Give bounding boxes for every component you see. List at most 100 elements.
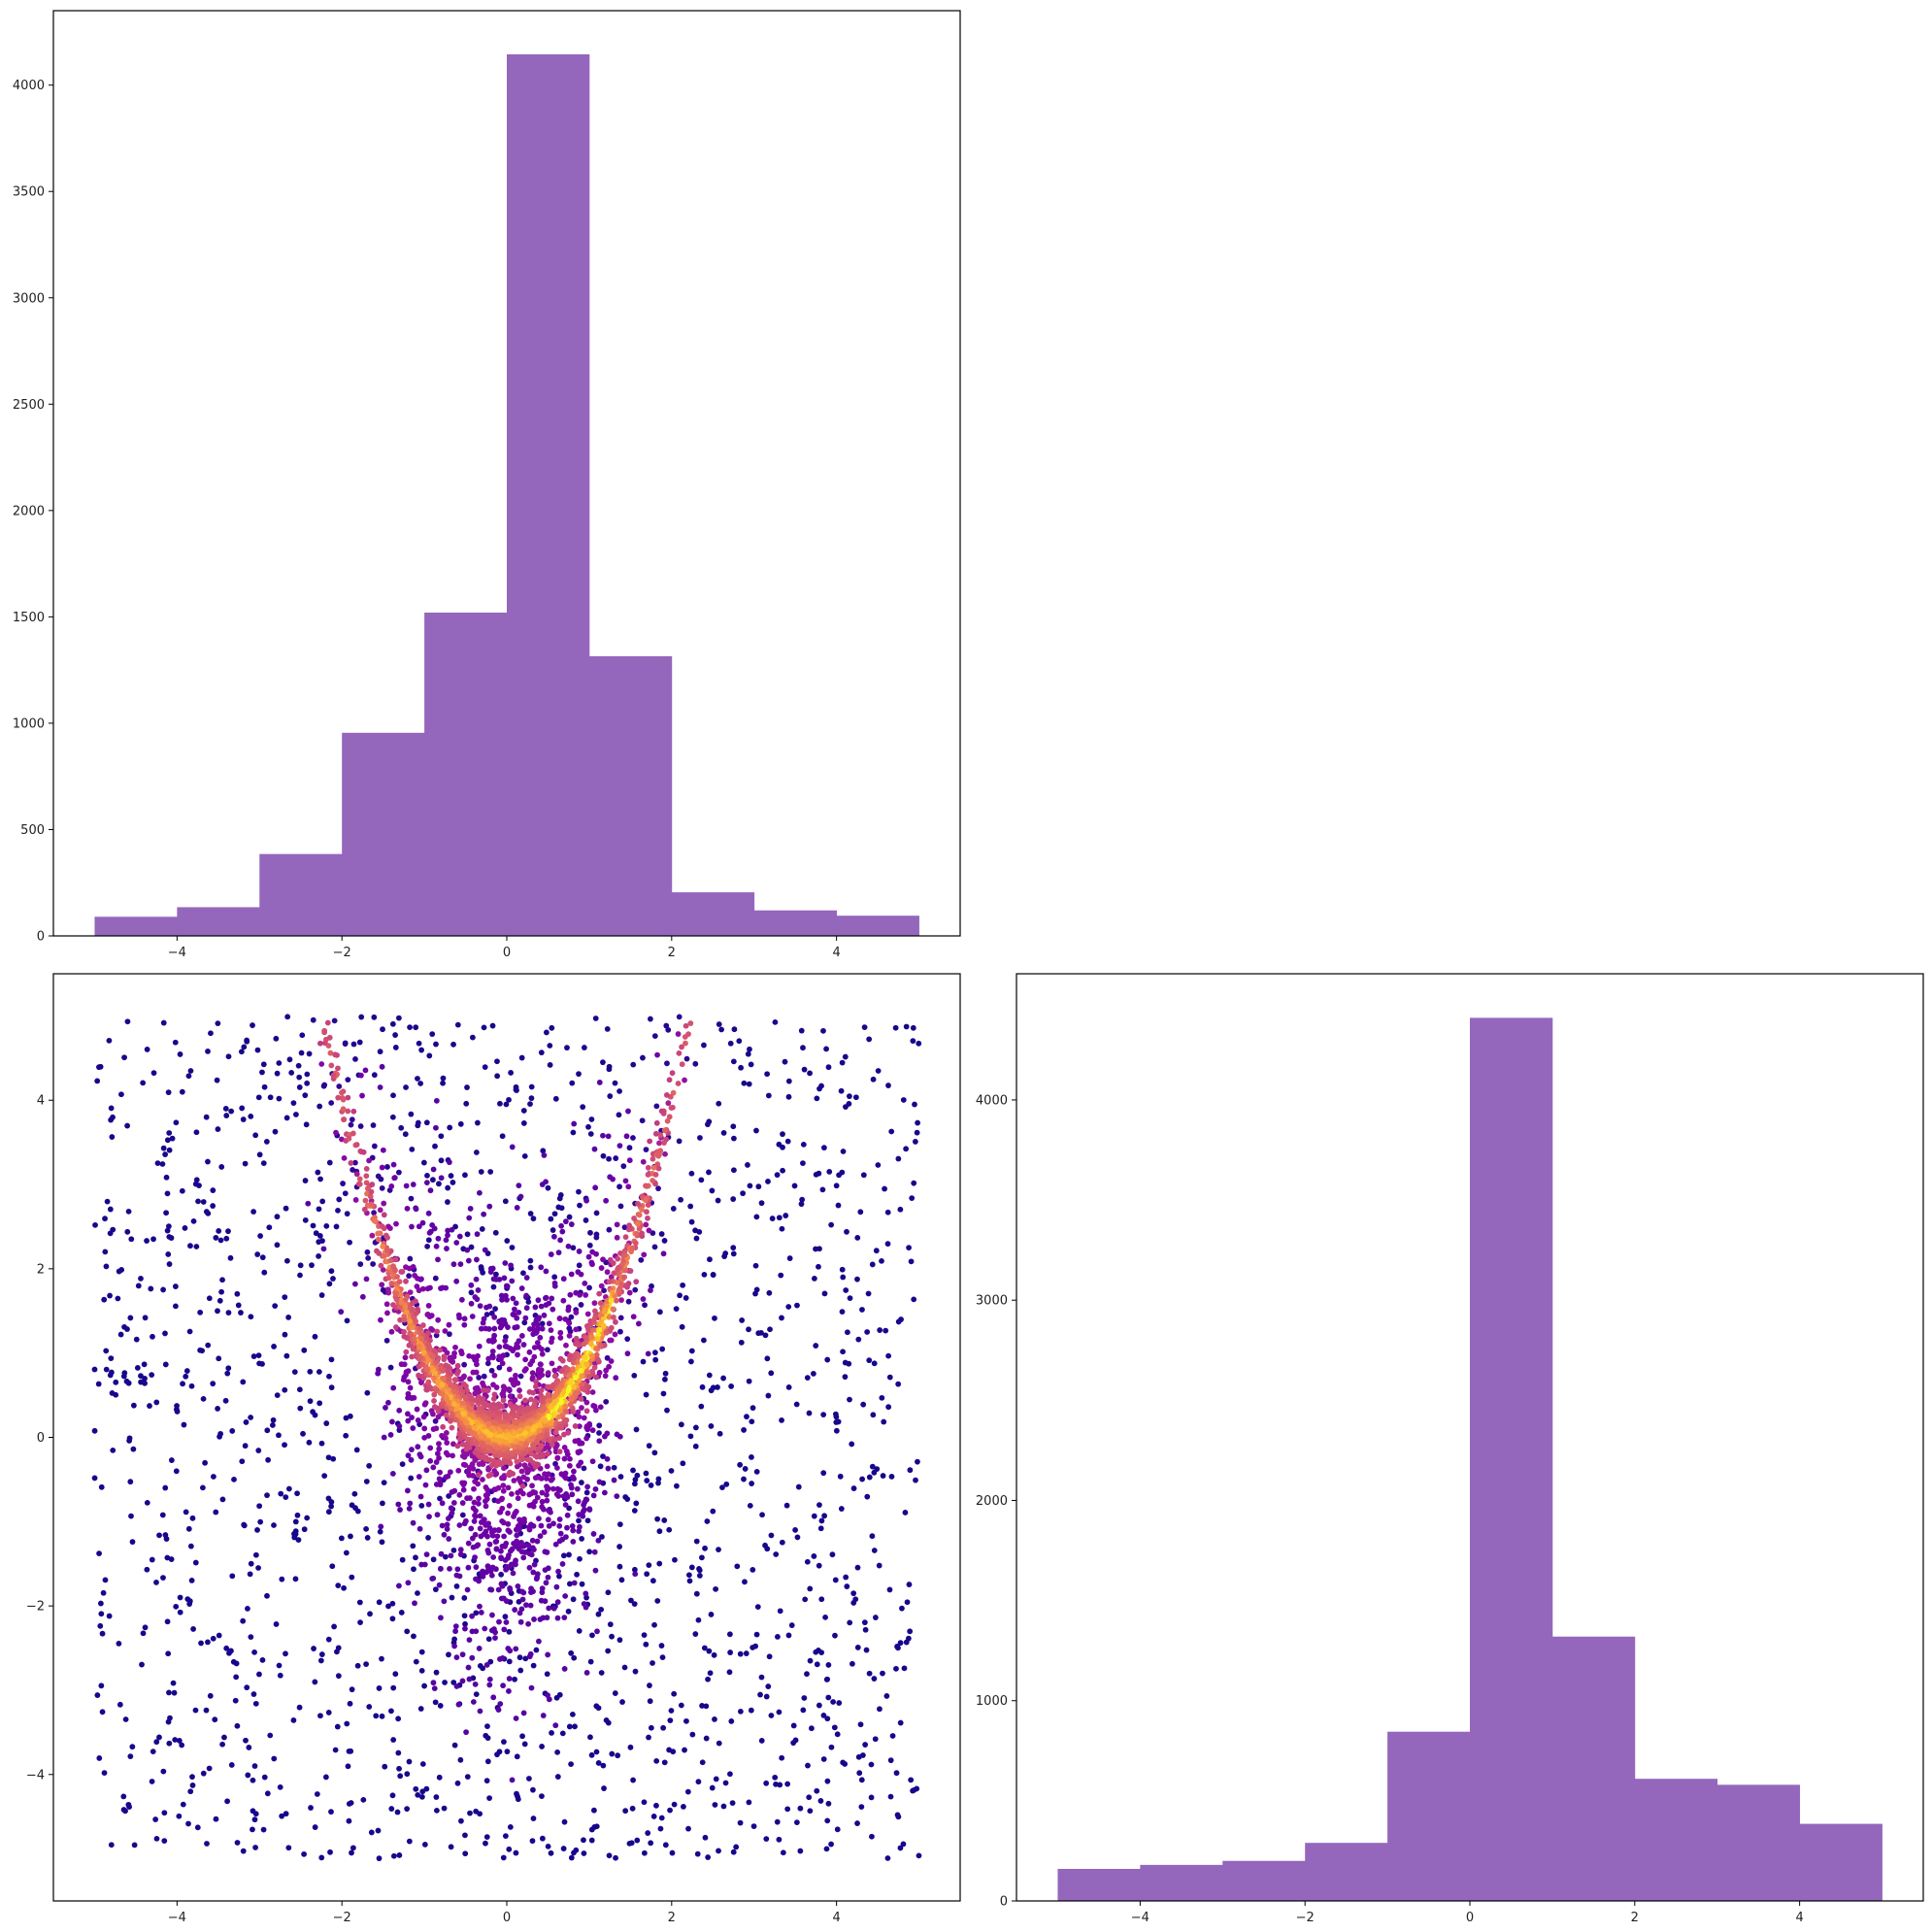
scatter-point [425, 1379, 432, 1385]
scatter-point [661, 1127, 668, 1134]
scatter-point [837, 1473, 844, 1480]
scatter-point [544, 1431, 550, 1438]
scatter-point [381, 1252, 387, 1259]
scatter-point [106, 1037, 113, 1044]
scatter-point [774, 1818, 781, 1825]
scatter-point [148, 1285, 154, 1292]
scatter-point [261, 1083, 268, 1090]
scatter-point [390, 1384, 397, 1391]
scatter-point [324, 1019, 331, 1026]
scatter-point [221, 1734, 227, 1741]
scatter-point [572, 1423, 579, 1429]
scatter-point [576, 1249, 583, 1254]
scatter-point [608, 1297, 615, 1304]
scatter-point [569, 1522, 576, 1529]
scatter-point [323, 1420, 330, 1426]
histogram-bar [1140, 1864, 1223, 1901]
scatter-point [687, 1020, 694, 1026]
scatter-point [897, 1719, 904, 1726]
scatter-point [523, 1292, 530, 1299]
scatter-point [298, 1049, 305, 1056]
scatter-point [798, 1201, 805, 1208]
scatter-point [299, 1032, 306, 1039]
scatter-point [493, 1546, 500, 1552]
scatter-point [737, 1708, 744, 1715]
scatter-point [422, 1482, 429, 1488]
scatter-point [596, 1479, 603, 1485]
scatter-point [606, 1063, 613, 1070]
scatter-point [444, 1396, 450, 1402]
scatter-point [109, 1134, 116, 1140]
scatter-point [465, 1564, 472, 1571]
scatter-point [715, 1197, 721, 1204]
scatter-point [579, 1536, 585, 1542]
scatter-point [534, 1494, 541, 1501]
scatter-point [466, 1676, 473, 1682]
scatter-point [292, 1576, 299, 1582]
scatter-point [419, 1788, 426, 1795]
scatter-point [316, 1239, 322, 1246]
scatter-point [643, 1221, 650, 1228]
scatter-point [876, 1562, 883, 1569]
scatter-point [895, 1318, 902, 1325]
histogram-bar [1057, 1868, 1141, 1901]
scatter-point [531, 1401, 538, 1408]
scatter-point [166, 1689, 172, 1696]
scatter-point [445, 1199, 450, 1205]
scatter-point [318, 1061, 325, 1067]
scatter-point [632, 1571, 639, 1578]
scatter-point [473, 1610, 480, 1616]
scatter-point [561, 1431, 567, 1438]
scatter-point [545, 1184, 551, 1191]
scatter-point [468, 1282, 475, 1288]
scatter-ytick-label: 4 [37, 1094, 45, 1109]
scatter-point [649, 1282, 654, 1289]
scatter-point [459, 1441, 466, 1448]
scatter-point [625, 1226, 632, 1233]
scatter-point [242, 1160, 249, 1167]
scatter-point [375, 1236, 382, 1243]
scatter-point [411, 1566, 416, 1573]
scatter-point [364, 1185, 371, 1192]
scatter-point [820, 1412, 827, 1418]
scatter-point [606, 1852, 613, 1859]
scatter-point [407, 1289, 414, 1296]
scatter-point [772, 1774, 779, 1781]
scatter-point [887, 1793, 894, 1800]
scatter-point [654, 1598, 661, 1604]
scatter-point [310, 1222, 316, 1229]
scatter-point [383, 1248, 390, 1254]
scatter-point [593, 1374, 600, 1381]
scatter-point [716, 1848, 721, 1854]
scatter-point [544, 1549, 550, 1555]
scatter-point [282, 1442, 287, 1449]
scatter-point [641, 1632, 648, 1639]
scatter-point [795, 1483, 802, 1490]
scatter-point [523, 1465, 529, 1472]
scatter-point [474, 1419, 481, 1426]
scatter-point [588, 1116, 595, 1122]
scatter-point [618, 1297, 624, 1304]
scatter-point [484, 1548, 491, 1553]
scatter-point [560, 1552, 567, 1559]
scatter-point [842, 1053, 849, 1060]
scatter-point [320, 1246, 327, 1252]
scatter-point [413, 1658, 419, 1665]
scatter-point [619, 1699, 625, 1705]
scatter-point [645, 1202, 651, 1208]
scatter-point [477, 1513, 483, 1519]
scatter-point [911, 1296, 917, 1303]
scatter-point [359, 1092, 365, 1099]
scatter-point [574, 1485, 581, 1492]
scatter-point [464, 1495, 470, 1502]
scatter-point [279, 1576, 285, 1582]
scatter-point [353, 1142, 360, 1148]
scatter-point [536, 1422, 543, 1428]
scatter-point [459, 1651, 466, 1658]
scatter-point [527, 1257, 534, 1264]
scatter-point [543, 1580, 550, 1586]
scatter-point [103, 1366, 110, 1373]
scatter-point [124, 1326, 130, 1332]
scatter-point [98, 1611, 105, 1617]
scatter-point [520, 1108, 527, 1114]
